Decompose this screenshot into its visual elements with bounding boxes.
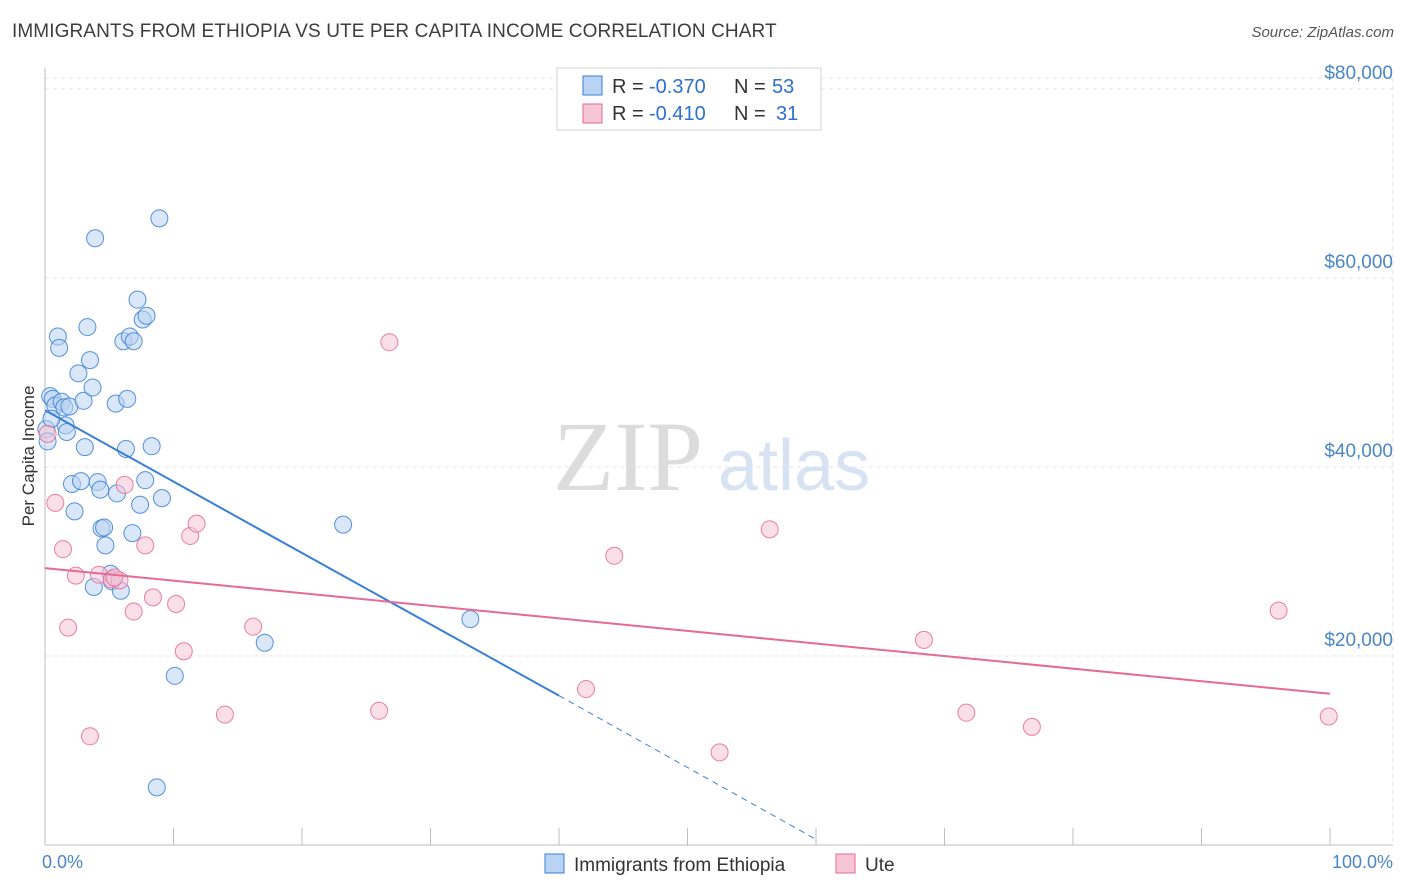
ute-point-26 — [957, 703, 976, 722]
ethiopia-point-50 — [461, 610, 480, 629]
ethiopia-point-43 — [142, 437, 161, 456]
ute-point-24 — [760, 520, 779, 539]
ute-point-12 — [143, 588, 162, 607]
ethiopia-point-48 — [255, 633, 274, 652]
y-tick-label-1: $40,000 — [1324, 441, 1393, 462]
ute-point-18 — [244, 617, 263, 636]
watermark: ZIP atlas — [553, 401, 870, 512]
ute-point-10 — [124, 602, 143, 621]
y-axis-label: Per Capita Income — [19, 386, 38, 527]
legend-n-label-1: N = — [734, 76, 766, 98]
ute-point-5 — [80, 727, 99, 746]
ute-point-11 — [136, 536, 155, 555]
ethiopia-trendline-extension — [558, 695, 817, 840]
series-legend-swatch-ethiopia — [544, 853, 565, 874]
ethiopia-point-49 — [334, 515, 353, 534]
ethiopia-point-34 — [118, 389, 137, 408]
ute-point-16 — [187, 514, 206, 533]
ute-point-29 — [1319, 707, 1338, 726]
ethiopia-point-23 — [91, 480, 110, 499]
ethiopia-point-18 — [80, 351, 99, 370]
legend-n-value-2: 31 — [776, 103, 798, 125]
data-points — [37, 209, 1338, 797]
ute-point-19 — [370, 701, 389, 720]
ute-point-17 — [215, 705, 234, 724]
ute-trendline — [44, 567, 1331, 695]
legend-r-value-1: -0.370 — [649, 76, 706, 98]
ethiopia-point-19 — [83, 378, 102, 397]
ethiopia-point-42 — [137, 306, 156, 325]
ute-point-28 — [1269, 601, 1288, 620]
ute-point-27 — [1022, 717, 1041, 736]
ethiopia-point-14 — [71, 472, 90, 491]
ethiopia-point-37 — [124, 332, 143, 351]
correlation-legend: R = -0.370 N = 53 R = -0.410 N = 31 — [556, 67, 822, 131]
ethiopia-point-13 — [69, 364, 88, 383]
ute-point-13 — [167, 594, 186, 613]
legend-r-value-2: -0.410 — [649, 103, 706, 125]
ethiopia-trendline — [44, 409, 560, 697]
y-tick-label-0: $20,000 — [1324, 630, 1393, 651]
watermark-atlas: atlas — [718, 426, 870, 506]
source-credit: Source: ZipAtlas.com — [1251, 24, 1394, 41]
legend-swatch-ethiopia — [582, 75, 603, 96]
legend-swatch-ute — [582, 103, 603, 124]
ethiopia-point-12 — [65, 502, 84, 521]
ute-point-22 — [605, 546, 624, 565]
ethiopia-point-45 — [150, 209, 169, 228]
ethiopia-point-39 — [131, 495, 150, 514]
y-tick-label-2: $60,000 — [1324, 252, 1393, 273]
trend-lines — [44, 409, 1331, 840]
ethiopia-point-16 — [75, 438, 94, 457]
ute-point-23 — [710, 743, 729, 762]
ute-point-21 — [576, 680, 595, 699]
ethiopia-point-44 — [147, 778, 166, 797]
ute-point-30 — [105, 568, 124, 587]
legend-n-value-1: 53 — [772, 76, 794, 98]
x-tick-label-0: 0.0% — [42, 852, 83, 872]
ethiopia-point-15 — [74, 391, 93, 410]
ute-point-14 — [174, 642, 193, 661]
legend-r-label-1: R = — [612, 76, 644, 98]
ethiopia-point-47 — [165, 666, 184, 685]
x-tick-label-1: 100.0% — [1332, 852, 1393, 872]
ethiopia-point-17 — [78, 318, 97, 337]
y-tick-label-3: $80,000 — [1324, 63, 1393, 84]
ute-point-3 — [59, 618, 78, 637]
ute-point-9 — [115, 475, 134, 494]
ethiopia-point-21 — [86, 229, 105, 248]
axes — [44, 68, 1393, 846]
ethiopia-point-46 — [152, 489, 171, 508]
ute-point-1 — [46, 493, 65, 512]
series-legend-ute: Ute — [865, 855, 895, 876]
ethiopia-point-5 — [50, 338, 69, 357]
ticks: $20,000 $40,000 $60,000 $80,000 0.0% 100.0% — [42, 63, 1393, 872]
legend-n-label-2: N = — [734, 103, 766, 125]
ethiopia-point-36 — [123, 524, 142, 543]
ute-point-25 — [914, 630, 933, 649]
ethiopia-point-38 — [128, 290, 147, 309]
series-legend: Immigrants from Ethiopia Ute — [544, 853, 895, 876]
ethiopia-point-25 — [95, 518, 114, 537]
chart-title: IMMIGRANTS FROM ETHIOPIA VS UTE PER CAPI… — [12, 21, 777, 42]
legend-r-label-2: R = — [612, 103, 644, 125]
ute-point-20 — [380, 333, 399, 352]
ethiopia-point-26 — [96, 536, 115, 555]
ute-point-2 — [53, 540, 72, 559]
ethiopia-point-41 — [136, 471, 155, 490]
series-legend-ethiopia: Immigrants from Ethiopia — [574, 855, 786, 876]
watermark-zip: ZIP — [553, 401, 703, 512]
series-legend-swatch-ute — [835, 853, 856, 874]
ute-point-0 — [38, 424, 57, 443]
